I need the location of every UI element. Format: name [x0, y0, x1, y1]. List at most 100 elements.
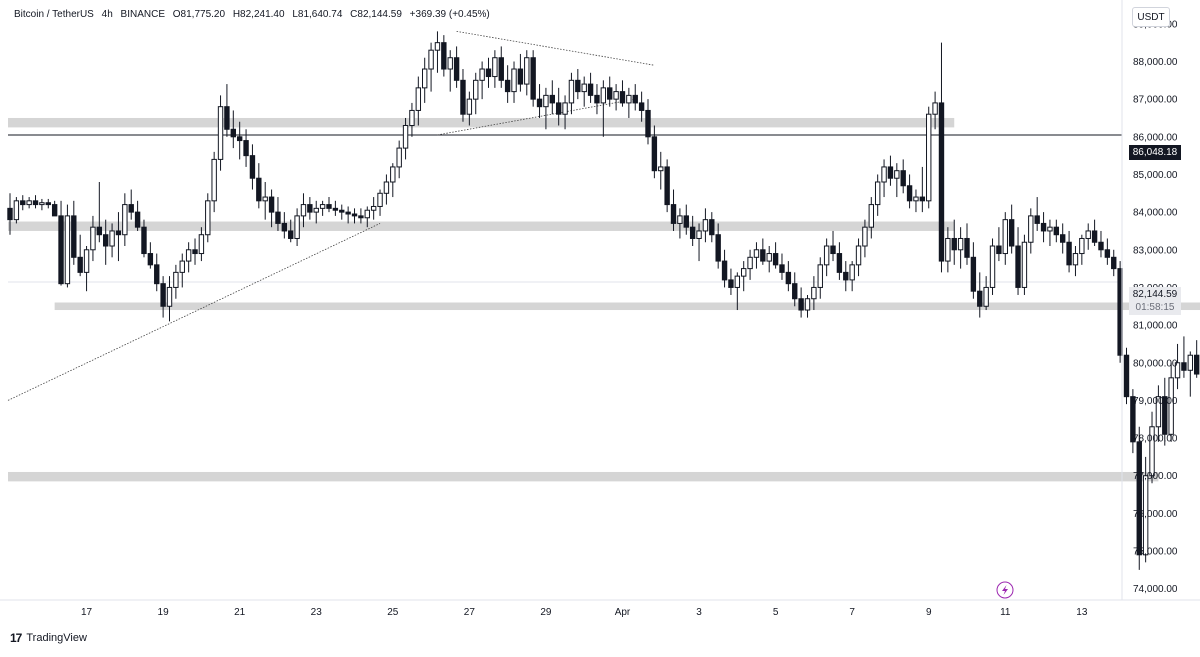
candle-body	[1193, 354, 1200, 375]
candle-body	[453, 57, 460, 81]
candle-body	[785, 271, 792, 285]
candle	[753, 242, 760, 269]
candle-body	[638, 102, 645, 111]
candle-body	[504, 79, 511, 93]
candle-body	[1066, 241, 1072, 266]
candle	[71, 200, 77, 265]
date-tick-label: 25	[387, 607, 399, 618]
candle	[613, 84, 619, 111]
candle-body	[288, 230, 294, 239]
candle-body	[696, 230, 702, 239]
candle-body	[964, 237, 970, 258]
price-tick-label: 86,000.00	[1133, 132, 1178, 143]
candle	[1098, 230, 1104, 258]
candle-body	[32, 200, 39, 206]
candle-body	[434, 42, 441, 51]
candle-body	[281, 222, 288, 232]
candle	[45, 198, 51, 209]
bar-countdown: 01:58:15	[1135, 302, 1175, 313]
candle	[313, 200, 319, 224]
candle	[339, 204, 345, 220]
candle-body	[996, 245, 1002, 255]
candle	[383, 174, 390, 205]
candle	[1155, 385, 1162, 442]
candle	[1149, 411, 1155, 484]
candle-body	[823, 245, 830, 266]
candle-body	[160, 283, 166, 307]
candle	[39, 198, 45, 211]
candle	[396, 140, 402, 179]
date-tick-label: 3	[696, 607, 702, 618]
candle	[364, 206, 370, 228]
candle	[268, 189, 275, 228]
candle	[658, 151, 664, 190]
candle-body	[428, 49, 434, 70]
candle	[447, 50, 453, 92]
candle	[236, 121, 243, 160]
last-price-label: 82,144.59 01:58:15	[1129, 287, 1181, 315]
candle	[90, 215, 96, 262]
tradingview-logo[interactable]: 17 TradingView	[10, 631, 87, 645]
candle	[1021, 234, 1028, 295]
candle	[288, 219, 294, 243]
candle	[166, 276, 173, 322]
candle-body	[307, 204, 313, 213]
interval[interactable]: 4h	[101, 9, 113, 20]
candle	[460, 69, 466, 122]
candle	[345, 206, 351, 224]
candle	[587, 72, 594, 103]
candle-body	[71, 215, 77, 258]
candle-body	[1002, 219, 1008, 255]
horizontal-line-price-label: 86,048.18	[1129, 145, 1181, 160]
candle-body	[913, 196, 919, 202]
candle-body	[900, 170, 906, 187]
candle	[211, 151, 217, 213]
candle-body	[843, 271, 849, 281]
time-axis[interactable]: 17 19 21 23 25 27 29 Apr 3 5 7 9 11 13	[81, 607, 1088, 618]
candle-body	[734, 275, 741, 288]
candle	[173, 264, 179, 299]
candle	[1142, 456, 1149, 563]
candle-body	[236, 136, 243, 142]
date-tick-label: 29	[540, 607, 552, 618]
candle-body	[1098, 241, 1104, 251]
candle	[798, 287, 804, 318]
price-tick-label: 74,000.00	[1133, 584, 1178, 595]
candle	[600, 80, 607, 137]
candle-body	[536, 98, 543, 108]
candle	[453, 46, 460, 88]
candle	[217, 95, 224, 171]
candle-body	[709, 219, 715, 236]
open-value: O81,775.20	[172, 9, 226, 20]
support-zone	[8, 117, 955, 128]
candle-body	[747, 256, 753, 270]
candle	[351, 208, 358, 224]
lightning-icon[interactable]	[996, 581, 1014, 599]
date-tick-label: 19	[158, 607, 170, 618]
candle	[536, 84, 543, 118]
currency-unit-button[interactable]: USDT	[1132, 7, 1170, 27]
candle-body	[849, 264, 855, 281]
price-tick-label: 81,000.00	[1133, 321, 1178, 332]
candle-body	[498, 57, 504, 81]
candle	[230, 110, 237, 149]
trendline	[7, 223, 381, 401]
candle-body	[862, 226, 868, 247]
candle	[134, 200, 141, 231]
candle-body	[894, 170, 900, 179]
candle	[804, 294, 811, 318]
candle	[281, 212, 288, 239]
symbol-header[interactable]: Bitcoin / TetherUS 4h BINANCE O81,775.20…	[14, 9, 495, 20]
candle	[402, 117, 409, 160]
symbol-name[interactable]: Bitcoin / TetherUS	[14, 9, 94, 20]
candle	[926, 106, 932, 209]
candle	[504, 65, 511, 103]
candle	[1111, 249, 1117, 277]
candle	[243, 129, 249, 167]
candle-body	[256, 177, 262, 202]
candle	[594, 84, 600, 115]
date-tick-label: 11	[1000, 607, 1011, 618]
candle-body	[13, 200, 20, 221]
